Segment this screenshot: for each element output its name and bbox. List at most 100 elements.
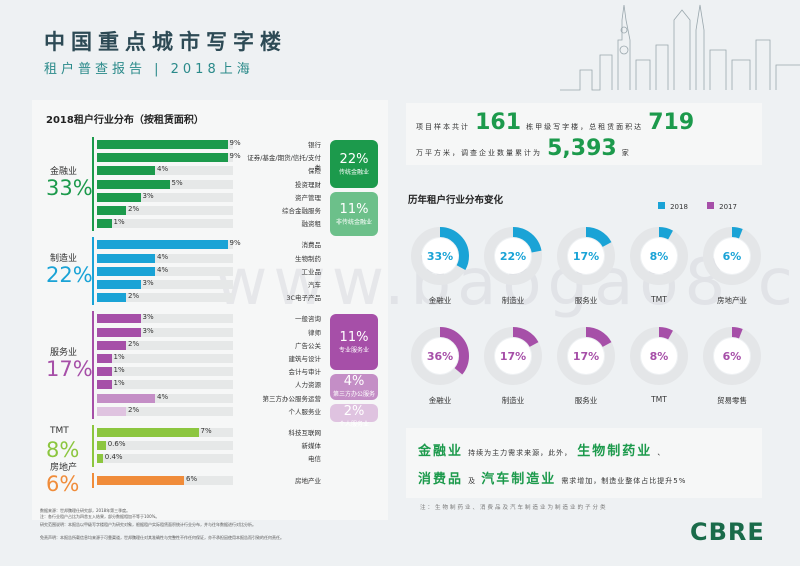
bar-4-0	[97, 475, 184, 485]
bar-row-3-2: 0.4% 电信	[97, 453, 327, 464]
bar-category-label: 生物制药	[295, 254, 321, 263]
group-total: 8%	[46, 437, 80, 462]
bar-row-2-5: 1% 人力资源	[97, 379, 327, 390]
donut-2018-4: 6%	[703, 227, 761, 285]
bar-row-1-3: 3% 汽车	[97, 279, 327, 289]
page-subtitle: 租户普查报告 | 2018上海	[44, 62, 254, 77]
bar-row-2-3: 1% 建筑与设计	[97, 353, 327, 363]
summary-company-count: 5,393	[547, 136, 617, 161]
bar-2-0	[97, 314, 141, 324]
bar-2-5	[97, 380, 112, 390]
bar-row-0-2: 4% 保险	[97, 165, 327, 176]
bar-value-label: 0.6%	[107, 440, 126, 449]
bar-value-label: 3%	[142, 191, 154, 200]
bar-1-1	[97, 253, 155, 263]
bar-category-label: 广告公关	[295, 341, 321, 350]
summary-building-count: 161	[475, 110, 522, 135]
bar-category-label: 汽车	[308, 281, 321, 289]
legend-swatch-2017	[707, 202, 715, 209]
bar-row-1-4: 2% 3C电子产品	[97, 292, 327, 303]
bar-row-2-7: 2% 个人服务业	[97, 405, 327, 416]
donut-value-label: 36%	[427, 350, 453, 363]
bar-2-2	[97, 340, 126, 350]
bar-value-label: 1%	[113, 218, 125, 227]
bar-track	[97, 406, 234, 416]
donut-category-label: 服务业	[574, 396, 598, 405]
donut-category-label: 服务业	[574, 296, 598, 305]
bar-category-label: 电信	[308, 455, 321, 464]
bar-2-3	[97, 354, 112, 363]
source-note: 数据来源：世邦魏理仕研究部，2018年第三季度。	[40, 508, 131, 513]
segment-badge: 22% 传统金融业	[330, 140, 378, 188]
bar-row-4-0: 6% 房地产业	[97, 474, 327, 485]
conclusion-text-2: 、	[657, 449, 666, 457]
donut-center	[422, 338, 458, 374]
bar-category-label: 会计与审计	[288, 368, 322, 377]
donut-slice	[411, 327, 469, 385]
bar-row-0-5: 2% 综合金融服务	[97, 205, 327, 215]
bar-value-label: 2%	[128, 405, 140, 414]
bar-value-label: 4%	[157, 265, 169, 274]
bar-category-label: 房地产业	[295, 476, 321, 485]
donut-slice	[630, 227, 688, 285]
donut-center	[641, 238, 677, 274]
bar-value-label: 6%	[186, 474, 198, 483]
bar-row-0-1: 9% 证券/基金/期货/信托/支付类	[97, 152, 327, 172]
donut-slice	[703, 327, 761, 385]
group-bracket	[92, 237, 94, 306]
bar-1-3	[97, 280, 141, 289]
bar-row-2-4: 1% 会计与审计	[97, 366, 327, 377]
group-bracket	[92, 137, 94, 232]
bar-row-0-4: 3% 资产管理	[97, 191, 327, 202]
group-bracket	[92, 472, 94, 488]
group-label: 金融业	[50, 167, 78, 178]
bar-1-4	[97, 293, 126, 303]
donut-slice	[630, 327, 688, 385]
bar-3-2	[97, 454, 103, 464]
bar-track	[97, 340, 234, 350]
bar-track	[97, 454, 234, 464]
bar-track	[97, 280, 234, 289]
scope-note: 研究范围说明：本报告以甲级写字楼租户为研究对象，根据租户实际租赁面积统计行业分布…	[40, 522, 256, 527]
donut-center	[714, 338, 750, 374]
badge-percent: 2%	[343, 404, 365, 420]
bar-track	[97, 253, 234, 263]
summary-area: 719	[648, 110, 695, 135]
cbre-logo: CBRE	[690, 518, 765, 546]
bar-value-label: 1%	[113, 366, 125, 375]
segment-badge: 11% 专业服务业	[330, 314, 378, 371]
bar-row-2-2: 2% 广告公关	[97, 340, 327, 350]
bar-1-2	[97, 266, 155, 276]
rounding-note: 注：各行业租户占比为四舍五入结果，部分数据相加不等于100%。	[40, 514, 160, 519]
group-label: 房地产	[50, 463, 78, 474]
bar-0-6	[97, 219, 112, 229]
bar-row-0-0: 9% 银行	[97, 139, 327, 149]
group-label: 服务业	[50, 348, 78, 359]
conclusion-highlight-finance: 金融业	[418, 444, 464, 459]
donut-category-label: TMT	[651, 395, 667, 404]
bar-track	[97, 293, 234, 303]
group-total: 33%	[46, 176, 93, 201]
badge-percent: 11%	[339, 330, 369, 346]
bar-row-1-2: 4% 工业品	[97, 265, 327, 276]
bar-row-3-0: 7% 科技互联网	[97, 427, 327, 437]
donut-center	[495, 338, 531, 374]
bar-1-0	[97, 240, 228, 250]
bar-track	[97, 219, 234, 229]
donut-slice	[484, 227, 542, 285]
donut-value-label: 22%	[500, 250, 526, 263]
bar-track	[97, 354, 234, 363]
group-total: 17%	[46, 357, 93, 382]
donut-center	[641, 338, 677, 374]
donut-category-label: 金融业	[428, 296, 452, 305]
bar-value-label: 4%	[157, 252, 169, 261]
donut-2017-0: 36%	[411, 327, 469, 385]
donut-center	[568, 238, 604, 274]
bar-category-label: 建筑与设计	[288, 355, 322, 363]
donut-slice	[557, 327, 615, 385]
donut-value-label: 8%	[650, 350, 669, 363]
bar-row-2-1: 3% 律师	[97, 327, 327, 337]
group-total: 22%	[46, 263, 93, 288]
bar-row-1-0: 9% 消费品	[97, 239, 327, 250]
bar-2-1	[97, 327, 141, 337]
